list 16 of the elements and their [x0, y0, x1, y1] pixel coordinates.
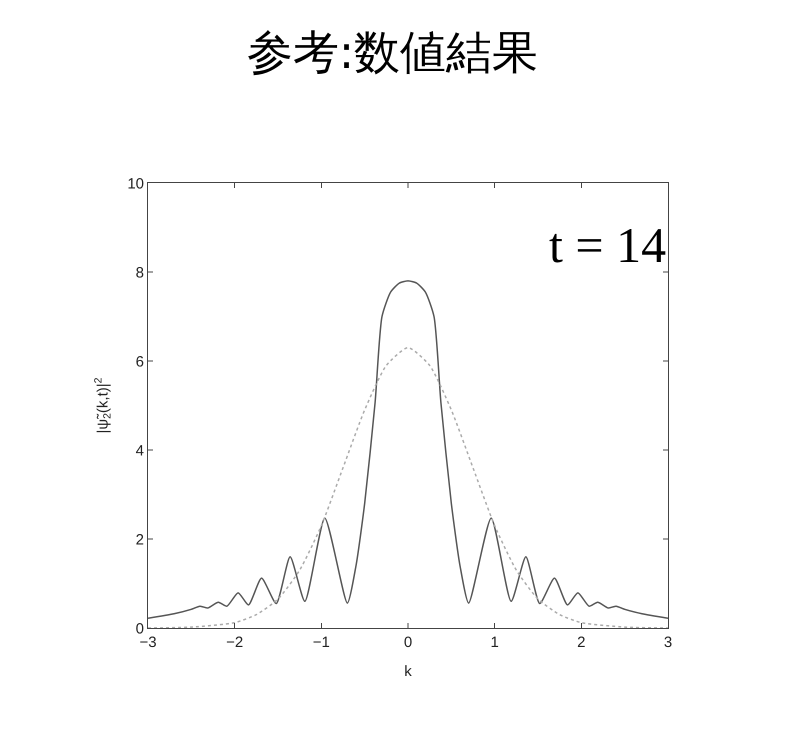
y-tick-label: 4 [136, 442, 144, 460]
line-series [148, 280, 668, 619]
x-tick-label: −2 [226, 634, 244, 651]
x-axis-title: k [404, 663, 412, 680]
y-tick-label: 8 [136, 264, 144, 282]
x-tick-label: 0 [404, 634, 412, 651]
x-tick-label: 1 [490, 634, 499, 651]
y-tick-label: 2 [136, 531, 144, 548]
line-series [148, 346, 668, 628]
x-tick-label: 2 [577, 634, 586, 651]
annotation: t = 14 [549, 217, 666, 273]
chart-title: 参考:数値結果 [246, 24, 538, 79]
x-tick-label: −1 [312, 634, 330, 651]
y-tick-label: 6 [136, 353, 144, 370]
y-tick-label: 10 [127, 175, 144, 192]
x-tick-label: 3 [664, 634, 672, 651]
